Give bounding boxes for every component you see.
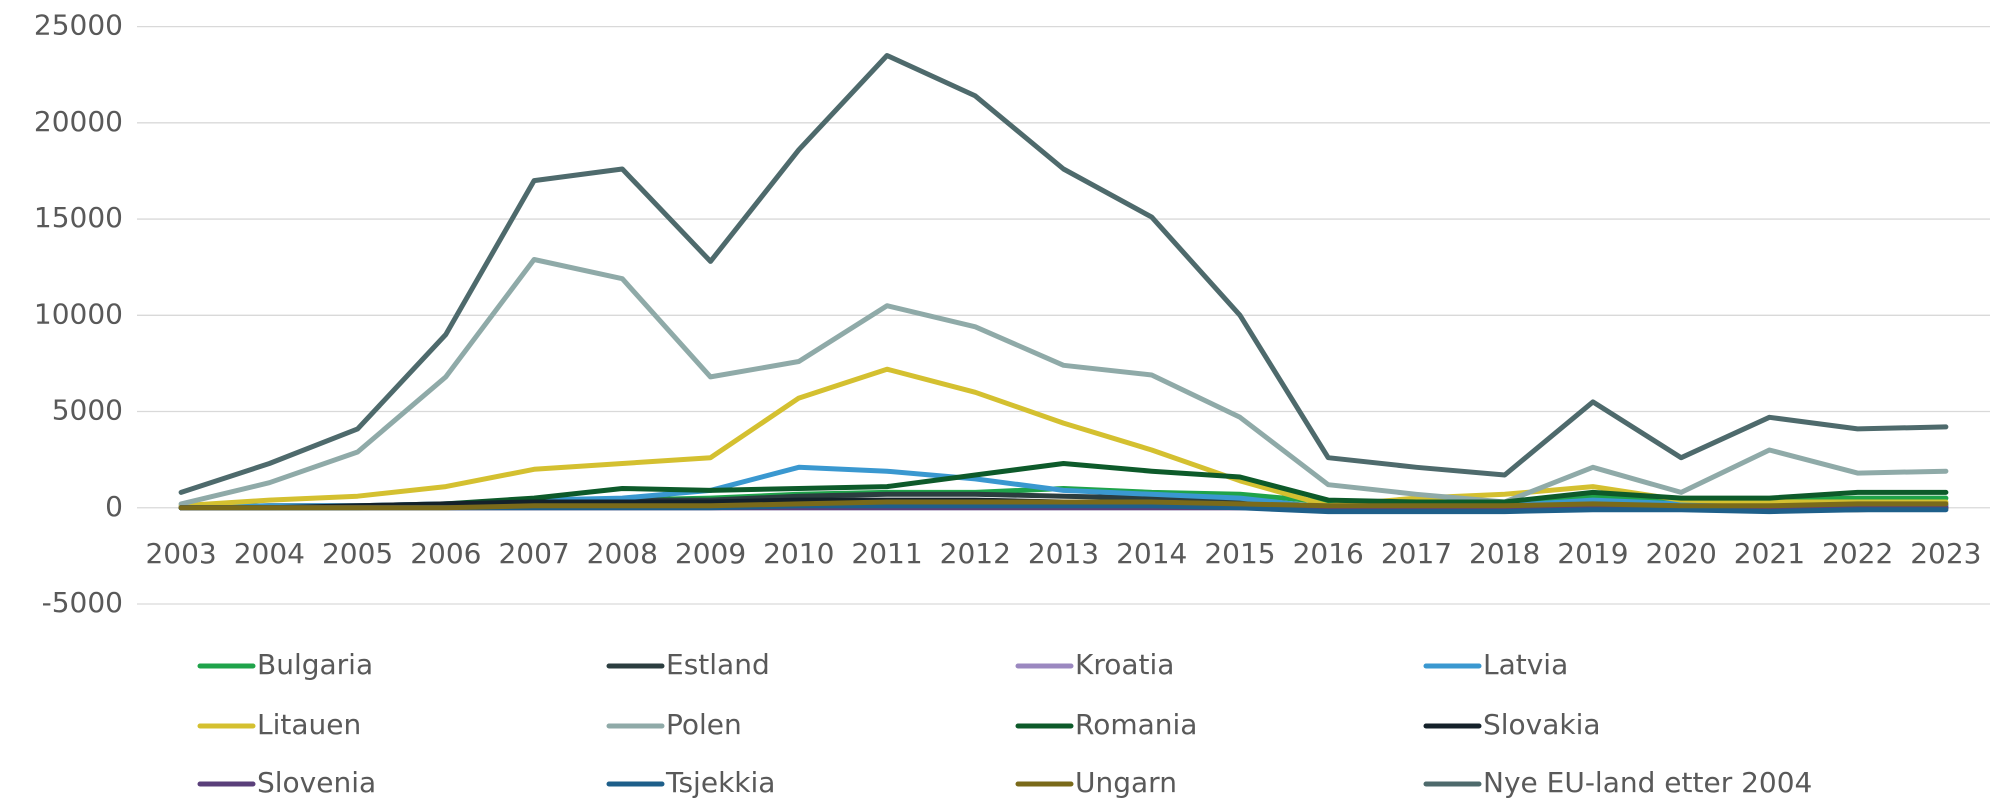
x-tick-label: 2016	[1293, 537, 1364, 570]
x-tick-label: 2003	[145, 537, 216, 570]
x-tick-label: 2012	[940, 537, 1011, 570]
x-tick-label: 2005	[322, 537, 393, 570]
legend-label: Slovakia	[1483, 708, 1601, 741]
legend-label: Nye EU-land etter 2004	[1483, 766, 1812, 799]
x-tick-label: 2011	[851, 537, 922, 570]
legend-label: Litauen	[257, 708, 361, 741]
x-tick-label: 2006	[410, 537, 481, 570]
x-tick-label: 2007	[498, 537, 569, 570]
y-tick-label: 25000	[34, 9, 123, 42]
x-tick-label: 2017	[1381, 537, 1452, 570]
series-line	[178, 257, 1949, 507]
x-tick-label: 2014	[1116, 537, 1187, 570]
y-tick-label: 20000	[34, 105, 123, 138]
x-tick-label: 2020	[1646, 537, 1717, 570]
legend-label: Ungarn	[1075, 766, 1177, 799]
legend-label: Polen	[666, 708, 742, 741]
legend-label: Tsjekkia	[665, 766, 775, 799]
legend-label: Romania	[1075, 708, 1197, 741]
x-tick-label: 2022	[1822, 537, 1893, 570]
x-tick-label: 2010	[763, 537, 834, 570]
legend-label: Bulgaria	[257, 648, 373, 681]
y-tick-label: 5000	[52, 394, 123, 427]
x-tick-label: 2021	[1734, 537, 1805, 570]
x-tick-label: 2015	[1204, 537, 1275, 570]
legend-label: Slovenia	[257, 766, 376, 799]
x-tick-label: 2018	[1469, 537, 1540, 570]
series-line	[178, 499, 1949, 511]
x-tick-label: 2013	[1028, 537, 1099, 570]
y-tick-label: 0	[105, 490, 123, 523]
y-tick-label: 10000	[34, 297, 123, 330]
y-tick-label: 15000	[34, 201, 123, 234]
legend-label: Estland	[666, 648, 770, 681]
series-line	[178, 366, 1949, 509]
x-tick-label: 2008	[587, 537, 658, 570]
x-tick-label: 2009	[675, 537, 746, 570]
x-tick-label: 2023	[1910, 537, 1981, 570]
y-tick-label: -5000	[42, 586, 123, 619]
legend-label: Kroatia	[1075, 648, 1174, 681]
series-line	[178, 53, 1949, 495]
x-tick-label: 2004	[234, 537, 305, 570]
x-tick-label: 2019	[1557, 537, 1628, 570]
legend-label: Latvia	[1483, 648, 1568, 681]
